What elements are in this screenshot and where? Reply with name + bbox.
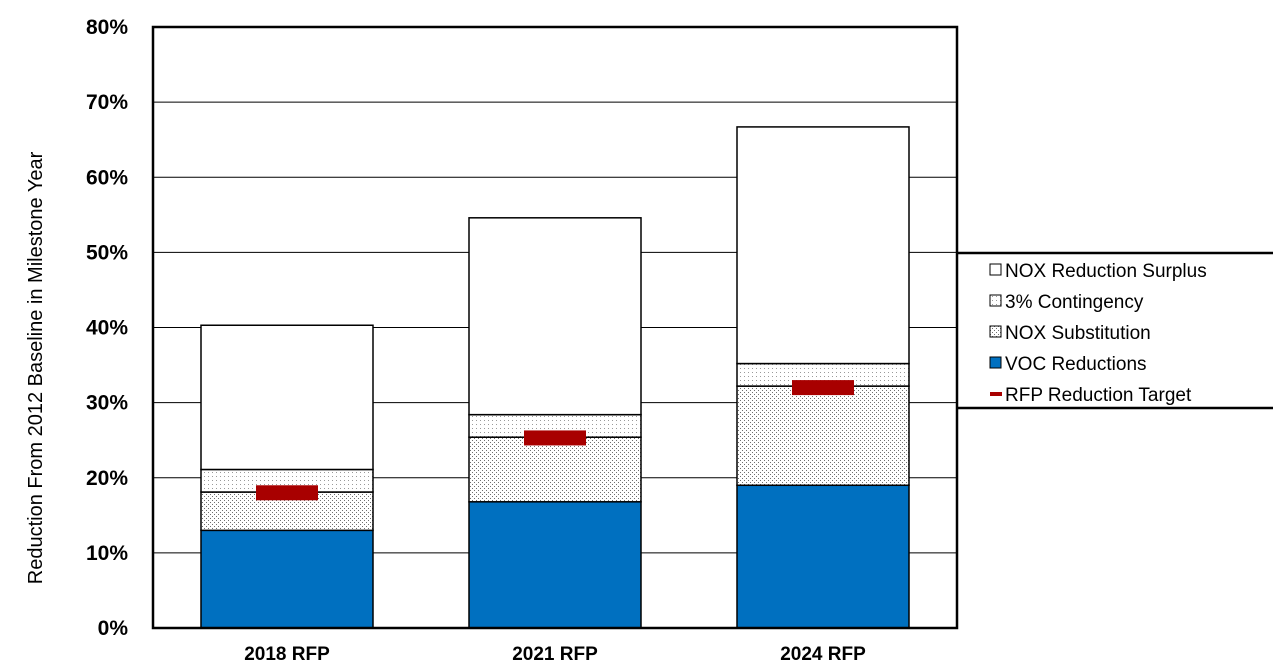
legend-label-nox-reduction-surplus: NOX Reduction Surplus [1005,261,1207,282]
y-tick-label-60: 60% [86,166,128,189]
plot-area-border [151,25,959,630]
legend-label-rfp-reduction-target: RFP Reduction Target [1005,385,1192,406]
bar-segment-nox-reduction-surplus-3 [736,126,910,365]
legend-label-nox-substitution: NOX Substitution [1005,323,1151,344]
y-tick-label-80: 80% [86,16,128,39]
bar-segment-nox-substitution-2 [468,436,642,503]
target-markers [256,380,854,501]
y-tick-label-40: 40% [86,317,128,340]
bar-segment-nox-substitution-3 [736,385,910,487]
x-tick-label-1: 2018 RFP [244,644,330,665]
y-tick-label-50: 50% [86,241,128,264]
y-tick-label-30: 30% [86,392,128,415]
bar-segment-voc-reductions-3 [736,484,910,629]
legend-swatch-nox-reduction-surplus [989,263,1002,276]
y-tick-label-0: 0% [98,617,129,640]
target-marker-2 [524,430,586,446]
y-tick-label-10: 10% [86,542,128,565]
x-tick-labels: 2018 RFP 2021 RFP 2024 RFP [244,644,866,665]
bar-segment-voc-reductions-1 [200,529,374,629]
legend-label-voc-reductions: VOC Reductions [1005,354,1147,375]
bars [200,126,910,629]
legend-swatch-3-contingency [989,294,1002,307]
x-tick-label-2: 2021 RFP [512,644,598,665]
y-axis-label: Reduction From 2012 Baseline in Mileston… [25,151,47,584]
legend-swatch-nox-substitution [989,325,1002,338]
bar-segment-voc-reductions-2 [468,501,642,629]
y-tick-label-70: 70% [86,91,128,114]
bar-segment-nox-reduction-surplus-1 [200,324,374,471]
y-tick-labels: 0% 10% 20% 30% 40% 50% 60% 70% 80% [86,16,128,640]
target-marker-1 [256,485,318,501]
x-tick-label-3: 2024 RFP [780,644,866,665]
bar-segment-nox-reduction-surplus-2 [468,217,642,416]
legend-swatch-voc-reductions [989,356,1002,369]
target-marker-3 [792,380,854,396]
legend-swatch-rfp-reduction-target [990,392,1002,396]
plot-frame [151,25,959,630]
legend: NOX Reduction Surplus 3% Contingency NOX S… [957,251,1273,410]
legend-label-3-contingency: 3% Contingency [1005,292,1144,313]
y-tick-label-20: 20% [86,467,128,490]
